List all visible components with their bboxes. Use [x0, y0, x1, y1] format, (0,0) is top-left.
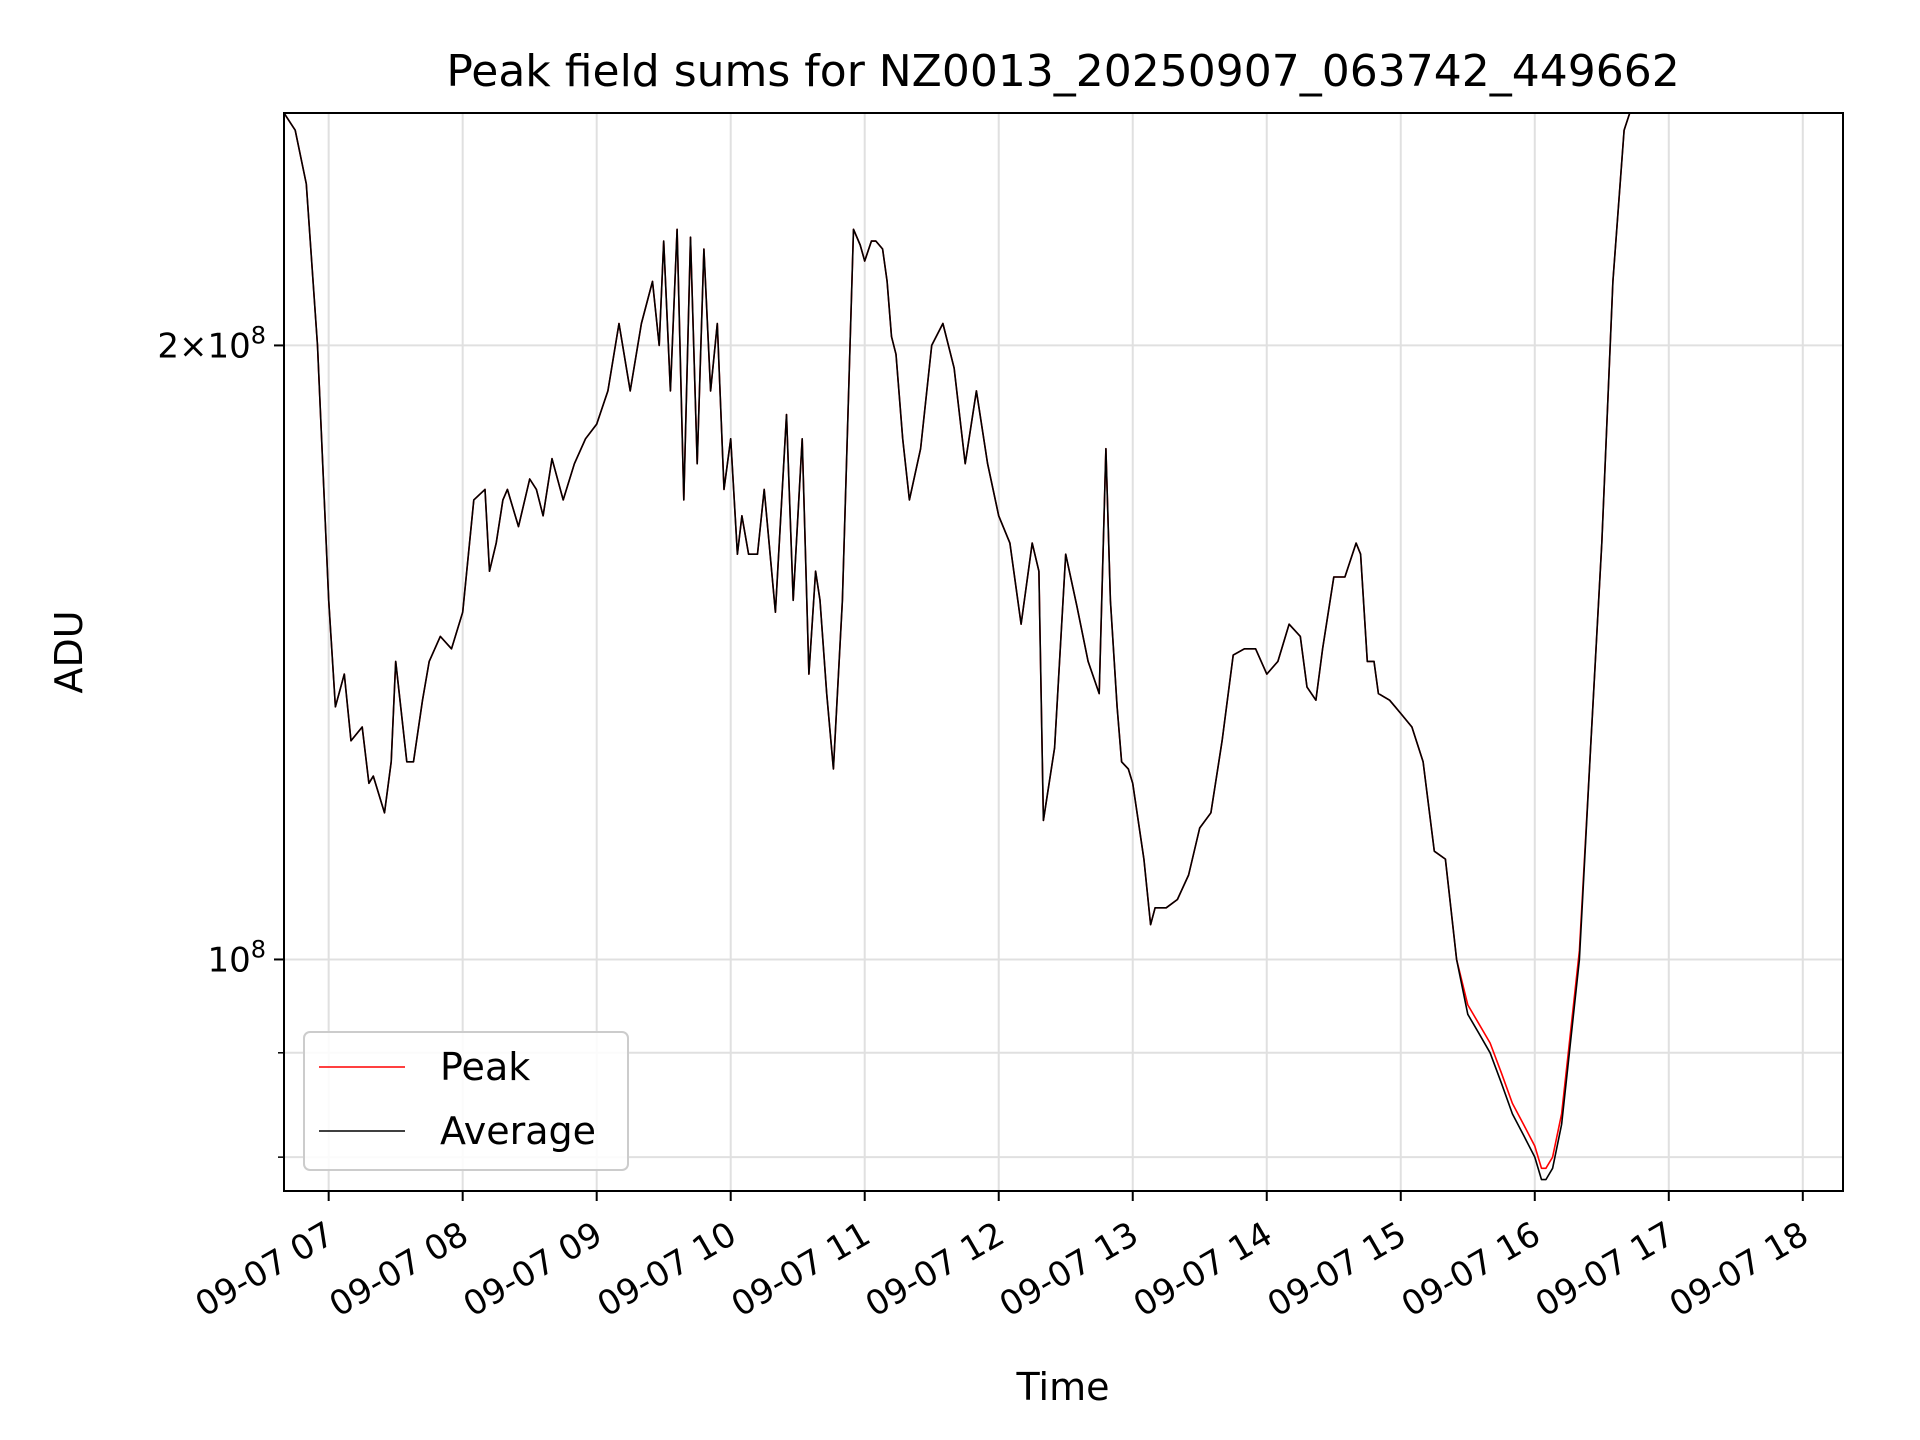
y-tick-label-base: 2×10: [157, 326, 250, 366]
y-tick-label-base: 10: [207, 940, 250, 980]
legend: Peak Average: [303, 1031, 629, 1171]
y-tick-label-exponent: 8: [251, 935, 266, 963]
x-axis-label: Time: [1016, 1365, 1110, 1409]
legend-label-peak: Peak: [440, 1045, 530, 1089]
y-tick-label: 108: [207, 935, 266, 980]
y-axis-label: ADU: [47, 610, 91, 693]
grid: [284, 113, 1843, 1191]
y-tick-label-exponent: 8: [251, 321, 266, 349]
chart-title: Peak field sums for NZ0013_20250907_0637…: [446, 46, 1679, 97]
legend-label-average: Average: [440, 1109, 596, 1153]
plot-frame: [283, 112, 1844, 1192]
series-line-average: [284, 113, 1631, 1181]
series-lines: [284, 113, 1631, 1181]
y-tick-label: 2×108: [157, 321, 266, 366]
